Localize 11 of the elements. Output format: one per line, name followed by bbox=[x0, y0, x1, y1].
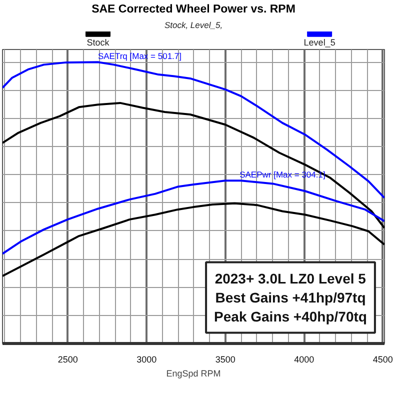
legend-label: Stock bbox=[86, 38, 110, 48]
x-axis-title: EngSpd RPM bbox=[166, 368, 221, 378]
x-tick-label: 3500 bbox=[215, 354, 236, 364]
chart-subtitle: Stock, Level_5, bbox=[164, 20, 223, 30]
x-tick-label: 4500 bbox=[372, 354, 393, 364]
x-tick-label: 4000 bbox=[294, 354, 314, 364]
annotation: 2023+ 3.0L LZ0 Level 5 Best Gains +41hp/97tq Peak Gains +40hp/70tq bbox=[214, 270, 367, 325]
legend-label: Level_5 bbox=[304, 38, 336, 48]
x-tick-label: 2500 bbox=[58, 354, 78, 364]
chart-title: SAE Corrected Wheel Power vs. RPM bbox=[92, 4, 296, 16]
x-tick-label: 3000 bbox=[136, 354, 157, 364]
